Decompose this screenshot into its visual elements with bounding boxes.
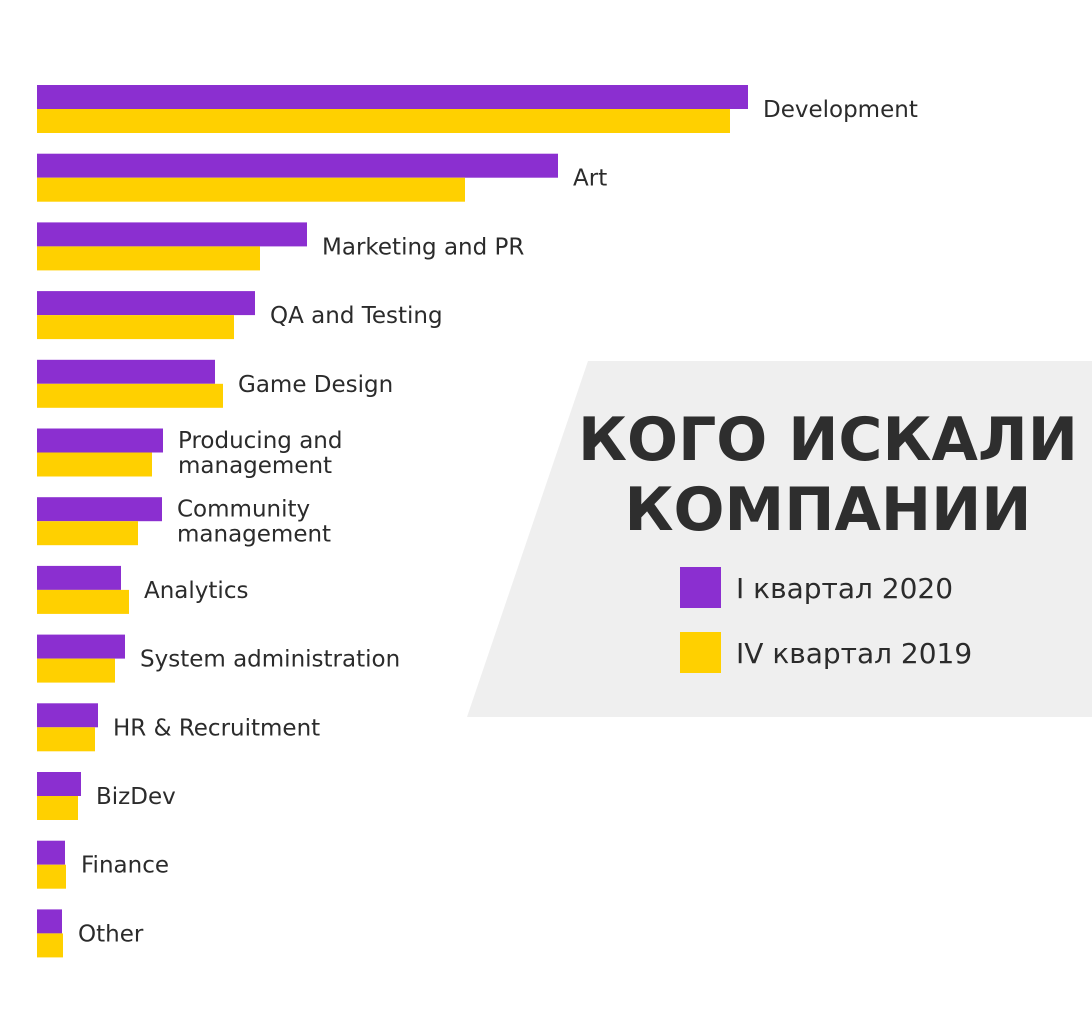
category-label-producing-and-management: Producing and management: [178, 428, 342, 479]
category-label-bizdev: BizDev: [96, 784, 176, 810]
category-label-system-administration: System administration: [140, 647, 400, 673]
bar-community-management-q4-2019: [37, 521, 138, 546]
bar-producing-and-management-q4-2019: [37, 452, 152, 477]
bar-other-q1-2020: [37, 909, 62, 934]
legend: I квартал 2020 IV квартал 2019: [680, 567, 972, 673]
legend-swatch-q1-2020: [680, 567, 721, 608]
bar-development-q4-2019: [37, 109, 730, 133]
category-label-community-management: Community management: [177, 497, 331, 548]
bar-finance-q1-2020: [37, 840, 65, 865]
legend-label-q4-2019: IV квартал 2019: [736, 637, 972, 670]
bar-bizdev-q4-2019: [37, 796, 78, 820]
bar-finance-q4-2019: [37, 864, 66, 889]
bar-qa-and-testing-q4-2019: [37, 315, 234, 340]
category-label-finance: Finance: [81, 853, 169, 879]
bar-producing-and-management-q1-2020: [37, 428, 163, 453]
legend-swatch-q4-2019: [680, 632, 721, 673]
title-line-2: КОМПАНИИ: [624, 475, 1031, 545]
bar-art-q1-2020: [37, 153, 558, 178]
category-label-game-design: Game Design: [238, 372, 393, 398]
bar-game-design-q4-2019: [37, 383, 223, 408]
bar-qa-and-testing-q1-2020: [37, 291, 255, 316]
bar-system-administration-q1-2020: [37, 634, 125, 659]
category-label-qa-and-testing: QA and Testing: [270, 303, 443, 329]
bar-system-administration-q4-2019: [37, 658, 115, 683]
bar-other-q4-2019: [37, 933, 63, 958]
bar-analytics-q4-2019: [37, 589, 129, 614]
bar-bizdev-q1-2020: [37, 772, 81, 796]
bar-hr-and-recruitment-q1-2020: [37, 703, 98, 728]
category-label-hr-and-recruitment: HR & Recruitment: [113, 715, 320, 741]
category-label-analytics: Analytics: [144, 578, 248, 604]
category-label-art: Art: [573, 166, 607, 192]
category-label-other: Other: [78, 921, 144, 947]
bar-marketing-and-pr-q1-2020: [37, 222, 307, 247]
title-panel: [467, 361, 1092, 717]
category-label-marketing-and-pr: Marketing and PR: [322, 234, 524, 260]
bars-group: [37, 85, 748, 958]
bar-analytics-q1-2020: [37, 565, 121, 590]
legend-label-q1-2020: I квартал 2020: [736, 572, 953, 605]
bar-game-design-q1-2020: [37, 359, 215, 384]
bar-development-q1-2020: [37, 85, 748, 109]
bar-art-q4-2019: [37, 177, 465, 202]
bar-community-management-q1-2020: [37, 497, 162, 522]
category-labels: Development Art Marketing and PR QA and Tes…: [78, 97, 918, 947]
title-line-1: КОГО ИСКАЛИ: [578, 405, 1078, 475]
bar-marketing-and-pr-q4-2019: [37, 246, 260, 271]
category-label-development: Development: [763, 97, 918, 123]
bar-hr-and-recruitment-q4-2019: [37, 727, 95, 752]
